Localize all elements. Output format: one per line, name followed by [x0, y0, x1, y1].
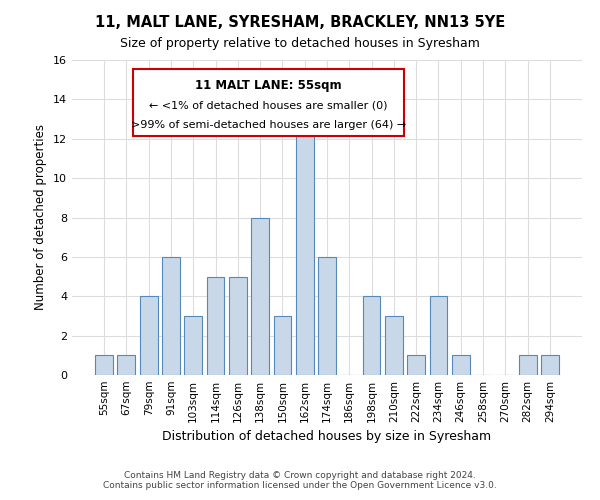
Bar — [184, 316, 202, 375]
Bar — [362, 296, 380, 375]
Bar — [318, 257, 336, 375]
X-axis label: Distribution of detached houses by size in Syresham: Distribution of detached houses by size … — [163, 430, 491, 444]
Bar — [518, 356, 536, 375]
Text: >99% of semi-detached houses are larger (64) →: >99% of semi-detached houses are larger … — [131, 120, 406, 130]
Text: Size of property relative to detached houses in Syresham: Size of property relative to detached ho… — [120, 38, 480, 51]
Bar — [274, 316, 292, 375]
Text: ← <1% of detached houses are smaller (0): ← <1% of detached houses are smaller (0) — [149, 101, 388, 111]
FancyBboxPatch shape — [133, 70, 404, 136]
Bar — [229, 276, 247, 375]
Text: 11, MALT LANE, SYRESHAM, BRACKLEY, NN13 5YE: 11, MALT LANE, SYRESHAM, BRACKLEY, NN13 … — [95, 15, 505, 30]
Bar — [118, 356, 136, 375]
Bar — [541, 356, 559, 375]
Text: Contains HM Land Registry data © Crown copyright and database right 2024.
Contai: Contains HM Land Registry data © Crown c… — [103, 470, 497, 490]
Bar — [407, 356, 425, 375]
Bar — [206, 276, 224, 375]
Bar — [162, 257, 180, 375]
Text: 11 MALT LANE: 55sqm: 11 MALT LANE: 55sqm — [195, 79, 341, 92]
Bar — [251, 218, 269, 375]
Bar — [385, 316, 403, 375]
Bar — [452, 356, 470, 375]
Bar — [95, 356, 113, 375]
Bar — [430, 296, 448, 375]
Bar — [140, 296, 158, 375]
Y-axis label: Number of detached properties: Number of detached properties — [34, 124, 47, 310]
Bar — [296, 119, 314, 375]
